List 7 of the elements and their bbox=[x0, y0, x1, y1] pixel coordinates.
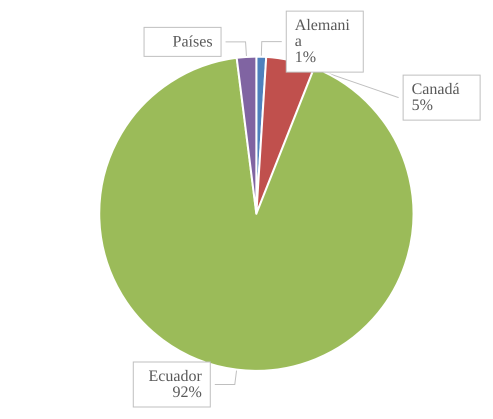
slice-label: Canadá bbox=[412, 81, 460, 98]
data-label: 1% bbox=[294, 49, 316, 66]
data-label: 5% bbox=[412, 97, 433, 114]
slice-label: Alemania bbox=[294, 17, 350, 50]
data-label: 92% bbox=[172, 384, 202, 401]
slice-label: Países bbox=[172, 33, 213, 50]
slice-label: Ecuador bbox=[148, 368, 202, 385]
